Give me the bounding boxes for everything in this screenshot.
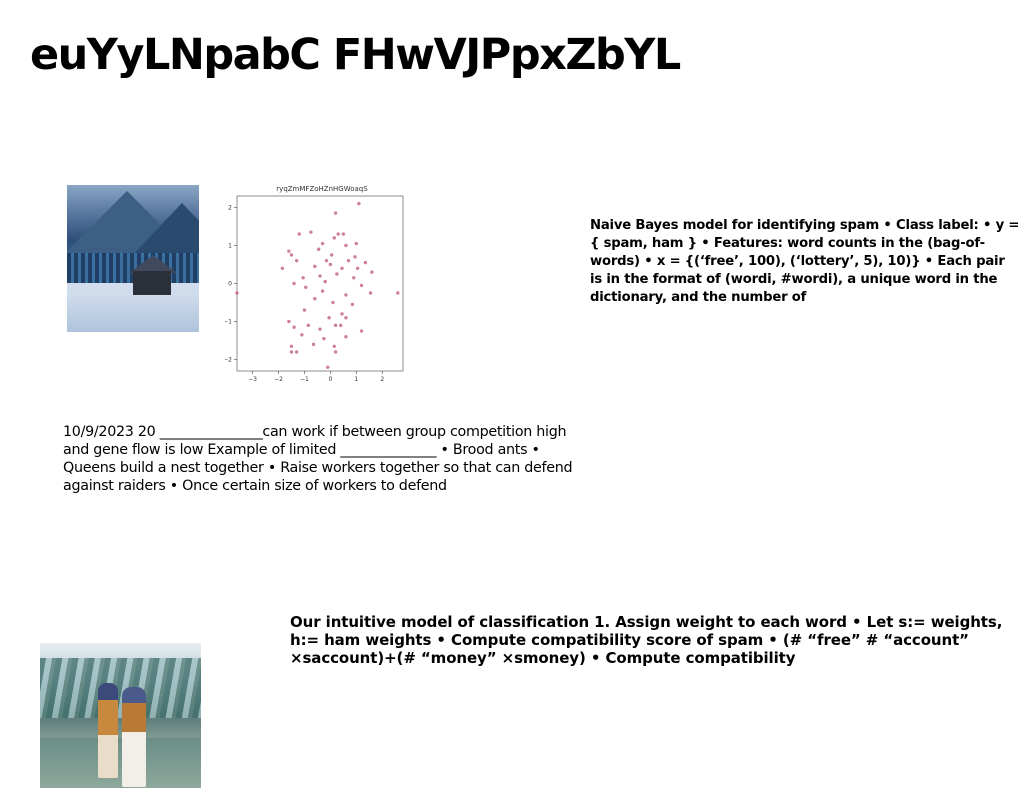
- scatter-point: [307, 324, 310, 327]
- scatter-point: [321, 242, 324, 245]
- winter-cabin-photo: [67, 185, 199, 332]
- scatter-point: [340, 312, 343, 315]
- scatter-point: [295, 350, 298, 353]
- classification-text: Our intuitive model of classification 1.…: [290, 613, 1010, 667]
- scatter-point: [342, 232, 345, 235]
- scatter-point: [312, 343, 315, 346]
- scatter-point: [330, 253, 333, 256]
- scatter-point: [303, 308, 306, 311]
- y-tick-label: 2: [228, 204, 232, 211]
- x-tick-label: 2: [380, 376, 384, 382]
- scatter-point: [235, 291, 238, 294]
- scatter-point: [344, 316, 347, 319]
- scatter-point: [356, 267, 359, 270]
- scatter-point: [298, 232, 301, 235]
- scatter-point: [318, 327, 321, 330]
- scatter-point: [344, 293, 347, 296]
- ants-text: 10/9/2023 20 _______________can work if …: [63, 423, 573, 495]
- scatter-point: [347, 259, 350, 262]
- scatter-point: [369, 291, 372, 294]
- scatter-point: [331, 301, 334, 304]
- y-tick-label: −1: [225, 319, 232, 326]
- scatter-point: [336, 232, 339, 235]
- scatter-point: [334, 350, 337, 353]
- scatter-point: [321, 289, 324, 292]
- scatter-point: [360, 329, 363, 332]
- y-tick-label: −2: [225, 357, 232, 364]
- scatter-chart-svg: ryqZmMFZoHZnHGWoaqS −3 −2 −1 0 1 2 −2 −1 0 1 2: [225, 182, 410, 382]
- scatter-point: [396, 291, 399, 294]
- page-title: euYyLNpabC FHwVJPpxZbYL: [30, 30, 680, 82]
- x-tick-label: −3: [248, 376, 257, 382]
- scatter-point: [353, 255, 356, 258]
- scatter-point: [325, 259, 328, 262]
- scatter-point: [339, 324, 342, 327]
- y-tick-label: 1: [228, 242, 232, 249]
- scatter-point: [360, 284, 363, 287]
- x-tick-label: −1: [300, 376, 309, 382]
- scatter-point: [335, 272, 338, 275]
- scatter-point: [351, 303, 354, 306]
- scatter-point: [333, 345, 336, 348]
- scatter-point: [344, 244, 347, 247]
- scatter-point: [300, 333, 303, 336]
- chart-title: ryqZmMFZoHZnHGWoaqS: [276, 185, 368, 193]
- scatter-point: [290, 350, 293, 353]
- scatter-point: [333, 236, 336, 239]
- scatter-point: [334, 324, 337, 327]
- scatter-point: [292, 326, 295, 329]
- scatter-point: [313, 265, 316, 268]
- scatter-point: [329, 263, 332, 266]
- scatter-point: [313, 297, 316, 300]
- scatter-point: [344, 335, 347, 338]
- scatter-chart: ryqZmMFZoHZnHGWoaqS −3 −2 −1 0 1 2 −2 −1 0 1 2: [225, 182, 410, 382]
- scatter-point: [364, 261, 367, 264]
- scatter-point: [287, 320, 290, 323]
- scatter-point: [357, 202, 360, 205]
- scatter-point: [290, 345, 293, 348]
- x-tick-label: 0: [328, 376, 332, 382]
- scatter-point: [309, 230, 312, 233]
- scatter-point: [295, 259, 298, 262]
- scatter-point: [355, 242, 358, 245]
- scatter-point: [287, 249, 290, 252]
- y-tick-label: 0: [228, 281, 232, 288]
- scatter-point: [323, 280, 326, 283]
- scatter-point: [322, 337, 325, 340]
- scatter-point: [352, 276, 355, 279]
- scatter-point: [301, 276, 304, 279]
- naive-bayes-text: Naive Bayes model for identifying spam •…: [590, 217, 1020, 307]
- scatter-point: [318, 274, 321, 277]
- scatter-point: [292, 282, 295, 285]
- scatter-point: [281, 267, 284, 270]
- x-tick-label: −2: [274, 376, 283, 382]
- scatter-point: [317, 248, 320, 251]
- scatter-point: [290, 253, 293, 256]
- x-tick-label: 1: [354, 376, 358, 382]
- scatter-point: [326, 365, 329, 368]
- scatter-point: [304, 286, 307, 289]
- scatter-point: [370, 270, 373, 273]
- two-people-outdoors-photo: [40, 643, 201, 788]
- scatter-point: [340, 267, 343, 270]
- scatter-point: [327, 316, 330, 319]
- scatter-point: [334, 211, 337, 214]
- plot-frame: [237, 196, 403, 371]
